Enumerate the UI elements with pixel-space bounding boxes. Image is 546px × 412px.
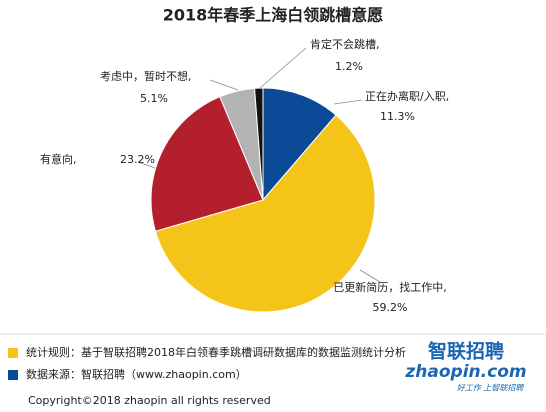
copyright: Copyright©2018 zhaopin all rights reserv… <box>28 394 271 407</box>
leader-line <box>259 47 307 89</box>
value-label: 23.2% <box>120 153 155 166</box>
value-label: 5.1% <box>140 92 168 105</box>
pie-slice <box>150 96 264 232</box>
logo-site: zhaopin.com <box>404 362 526 382</box>
pie-slice <box>254 87 264 201</box>
slice-label: 有意向, <box>40 152 77 166</box>
pie-slice <box>262 87 337 202</box>
pie-slice <box>154 114 376 313</box>
slice-label: 正在办离职/入职, <box>365 89 449 103</box>
leader-line <box>137 161 156 169</box>
value-label: 1.2% <box>335 60 363 73</box>
slice-label: 肯定不会跳槽, <box>310 37 380 51</box>
leader-line <box>333 99 363 105</box>
note-marker <box>8 348 18 358</box>
note-text: 统计规则：基于智联招聘2018年白领春季跳槽调研数据库的数据监测统计分析 <box>26 345 406 359</box>
slice-label: 考虑中，暂时不想, <box>100 69 192 83</box>
slice-label: 已更新简历，找工作中, <box>333 280 447 294</box>
leader-line <box>359 269 381 283</box>
logo-slogan: 好工作 上智联招聘 <box>457 384 525 393</box>
value-label: 11.3% <box>380 110 415 123</box>
note-text: 数据来源：智联招聘（www.zhaopin.com） <box>26 367 247 381</box>
note-marker <box>8 370 18 380</box>
logo-name: 智联招聘 <box>428 340 504 363</box>
value-label: 59.2% <box>373 301 408 314</box>
chart-title: 2018年春季上海白领跳槽意愿 <box>163 6 384 25</box>
leader-line <box>209 79 239 91</box>
